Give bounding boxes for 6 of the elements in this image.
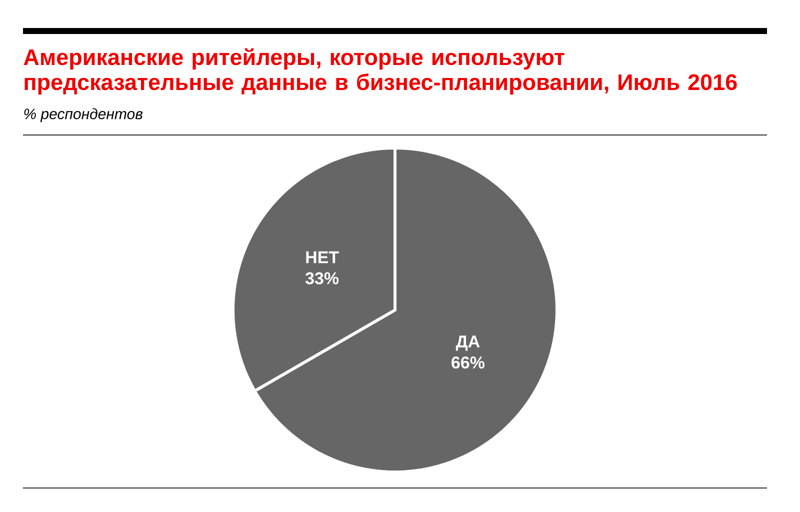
slice-label: НЕТ [306, 251, 339, 264]
chart-title: Американские ритейлеры, которые используют предсказательные данные в бизнес-планировании, Июль 2016 [24, 48, 737, 95]
slice-label: ДА [456, 336, 480, 351]
data-label: 33% [305, 272, 339, 284]
data-label: 66% [452, 356, 485, 369]
text: % респондентов [24, 108, 143, 122]
